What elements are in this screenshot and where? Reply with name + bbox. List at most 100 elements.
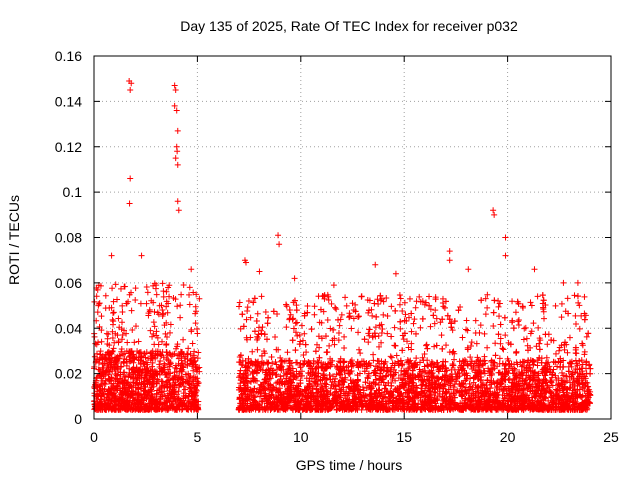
data-point: [92, 340, 99, 347]
data-point: [156, 368, 163, 375]
data-point: [141, 350, 148, 357]
data-point: [160, 293, 167, 300]
data-point: [120, 359, 127, 366]
data-point: [160, 354, 167, 361]
data-point: [193, 368, 200, 375]
data-point: [500, 346, 507, 353]
data-point: [564, 349, 571, 356]
data-point: [195, 401, 202, 408]
data-point: [527, 299, 534, 306]
data-point: [127, 392, 134, 399]
data-point: [294, 332, 301, 339]
data-point: [466, 380, 473, 387]
data-point: [335, 329, 342, 336]
data-point: [419, 354, 426, 361]
data-point: [193, 291, 200, 298]
data-point: [175, 395, 182, 402]
data-point: [163, 340, 170, 347]
data-point: [108, 375, 115, 382]
data-point: [114, 332, 121, 339]
data-point: [412, 304, 419, 311]
data-point: [380, 311, 387, 318]
data-point: [160, 382, 167, 389]
data-point: [194, 375, 201, 382]
data-point: [366, 326, 373, 333]
data-point: [100, 365, 107, 372]
data-point: [110, 318, 117, 325]
data-point: [520, 336, 527, 343]
data-point: [523, 335, 530, 342]
data-point: [292, 320, 299, 327]
data-point: [254, 346, 261, 353]
data-point: [101, 360, 108, 367]
data-point: [119, 336, 126, 343]
data-point: [337, 316, 344, 323]
data-point: [152, 285, 159, 292]
data-point: [433, 315, 440, 322]
data-point: [348, 325, 355, 332]
data-point: [370, 351, 377, 358]
data-point: [152, 354, 159, 361]
data-point: [177, 302, 184, 309]
data-point: [535, 324, 542, 331]
data-point: [147, 327, 154, 334]
data-point: [145, 406, 152, 413]
data-point: [552, 350, 559, 357]
data-point: [111, 399, 118, 406]
data-point: [583, 333, 590, 340]
data-point: [356, 346, 363, 353]
data-point: [153, 395, 160, 402]
data-point: [183, 378, 190, 385]
data-point: [100, 390, 107, 397]
data-point: [463, 317, 470, 324]
data-point: [124, 339, 131, 346]
data-point: [153, 380, 160, 387]
data-point: [171, 350, 178, 357]
data-point: [314, 359, 321, 366]
data-point: [287, 311, 294, 318]
data-point: [236, 303, 243, 310]
data-point: [114, 372, 121, 379]
data-point: [135, 338, 142, 345]
data-point: [495, 303, 502, 310]
data-point: [154, 351, 161, 358]
data-point: [144, 389, 151, 396]
data-point: [443, 342, 450, 349]
data-point: [286, 307, 293, 314]
data-point: [325, 296, 332, 303]
data-point: [482, 311, 489, 318]
data-point: [402, 311, 409, 318]
data-points: [91, 77, 594, 413]
data-point: [171, 382, 178, 389]
data-point: [131, 401, 138, 408]
data-point: [330, 326, 337, 333]
data-point: [177, 381, 184, 388]
data-point: [249, 348, 256, 355]
data-point: [168, 402, 175, 409]
data-point: [103, 397, 110, 404]
data-point: [94, 401, 101, 408]
data-point: [194, 325, 201, 332]
data-point: [372, 324, 379, 331]
data-point: [110, 298, 117, 305]
data-point: [108, 361, 115, 368]
data-point: [96, 323, 103, 330]
data-point: [440, 303, 447, 310]
data-point: [195, 349, 202, 356]
data-point: [410, 320, 417, 327]
data-point: [127, 382, 134, 389]
data-point: [163, 319, 170, 326]
data-point: [125, 405, 132, 412]
data-point: [181, 386, 188, 393]
data-point: [103, 394, 110, 401]
data-point: [91, 333, 98, 340]
data-point: [177, 314, 184, 321]
data-point: [384, 330, 391, 337]
data-point: [144, 289, 151, 296]
data-point: [141, 378, 148, 385]
data-point: [328, 300, 335, 307]
data-point: [110, 309, 117, 316]
data-point: [134, 348, 141, 355]
data-point: [298, 322, 305, 329]
data-point: [411, 316, 418, 323]
